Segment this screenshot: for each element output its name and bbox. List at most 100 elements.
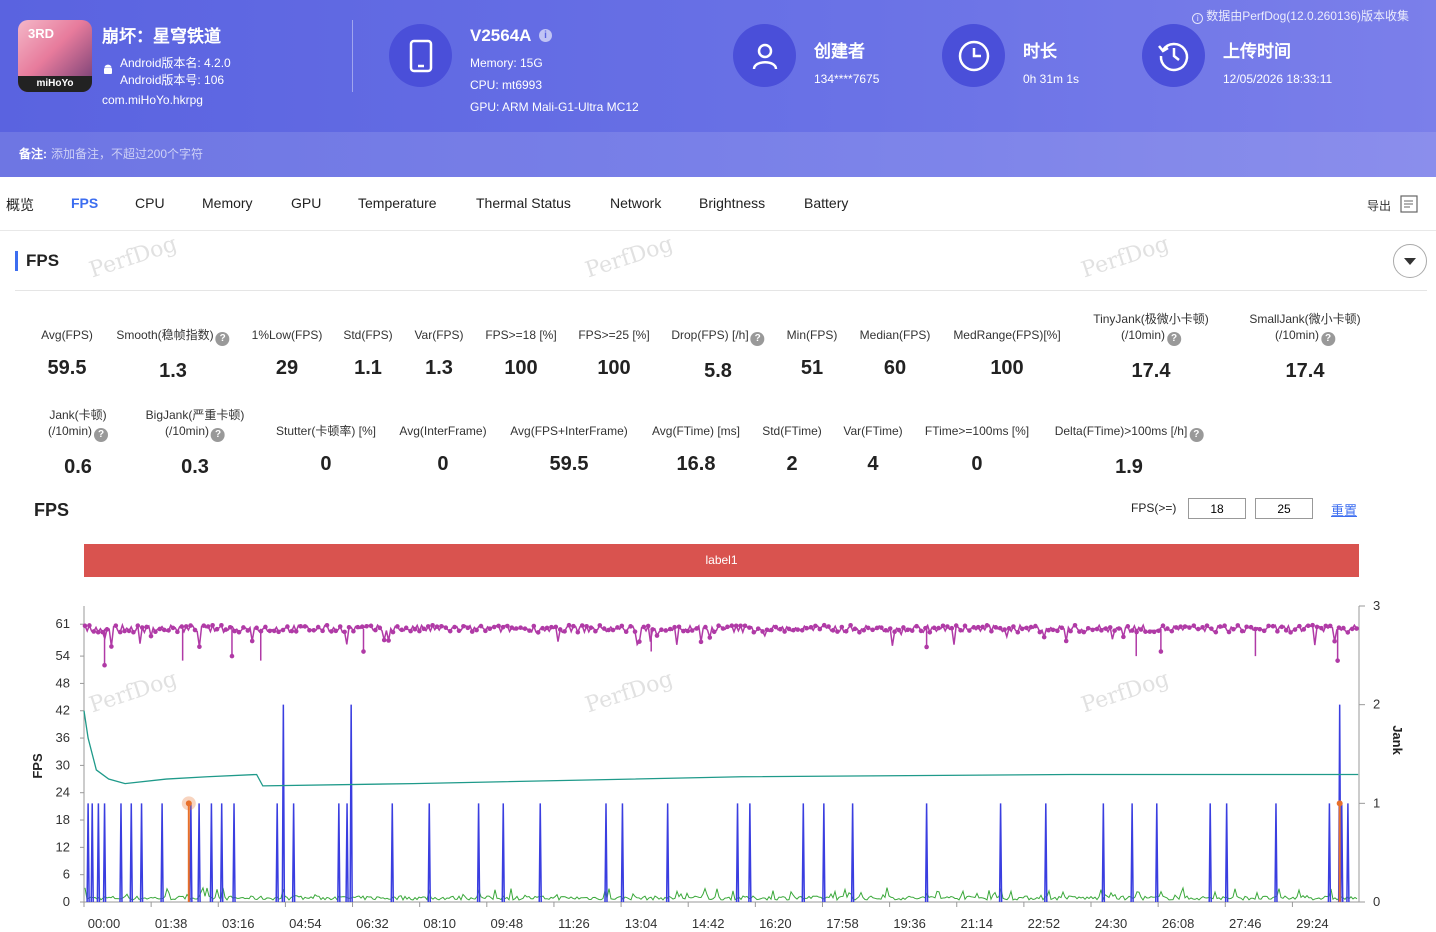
- fps-point: [755, 626, 761, 631]
- fps-point: [817, 626, 823, 632]
- tab-network[interactable]: Network: [610, 195, 662, 211]
- y2-tick-label: 1: [1373, 795, 1380, 810]
- fps-point: [197, 644, 202, 650]
- fps-point: [175, 629, 180, 635]
- fps-point: [676, 624, 682, 630]
- fps-point: [263, 624, 268, 630]
- fps-threshold-low-input[interactable]: [1188, 498, 1246, 519]
- fps-point: [487, 626, 493, 631]
- metric-label: Median(FPS): [860, 327, 931, 343]
- help-icon[interactable]: ?: [1321, 332, 1336, 346]
- help-icon[interactable]: ?: [750, 332, 765, 346]
- metric-metrics_row2-0: Jank(卡顿) (/10min)? 0.6: [48, 407, 109, 479]
- tab-thermal-status[interactable]: Thermal Status: [476, 195, 571, 211]
- reset-button[interactable]: 重置: [1331, 503, 1358, 518]
- metric-metrics_row2-4: Avg(FPS+InterFrame) 59.5: [510, 423, 627, 476]
- help-icon[interactable]: ?: [1189, 428, 1204, 442]
- metric-label-text: Jank(卡顿): [49, 408, 107, 422]
- metric-value: 17.4: [1131, 360, 1171, 382]
- export-button[interactable]: 导出: [1366, 199, 1391, 213]
- remark-input[interactable]: 添加备注，不超过200个字符: [51, 147, 204, 161]
- fps-point: [1270, 623, 1276, 629]
- fps-point: [1314, 624, 1320, 630]
- fps-point: [764, 627, 770, 633]
- fps-point: [307, 627, 312, 633]
- fps-point: [628, 624, 633, 629]
- fps-point: [1354, 626, 1359, 631]
- jank-spike: [86, 803, 90, 903]
- tab-temperature[interactable]: Temperature: [358, 195, 437, 211]
- x-tick-label: 19:36: [893, 916, 926, 931]
- jank-spike: [1208, 803, 1212, 903]
- fps-point: [1002, 627, 1007, 632]
- tab-overview[interactable]: 概览: [6, 197, 34, 213]
- fps-point: [1033, 623, 1038, 629]
- fps-point: [403, 625, 409, 631]
- fps-point: [1125, 624, 1131, 629]
- fps-point: [949, 625, 955, 631]
- tab-battery[interactable]: Battery: [804, 195, 849, 211]
- package-name: com.miHoYo.hkrpg: [102, 93, 203, 107]
- fps-point: [535, 630, 541, 635]
- fps-point: [1050, 627, 1056, 633]
- jank-spike: [538, 803, 542, 903]
- info-icon[interactable]: i: [539, 29, 552, 42]
- help-icon[interactable]: ?: [211, 428, 225, 442]
- jank-spike: [665, 803, 670, 903]
- x-tick-label: 09:48: [491, 916, 524, 931]
- fps-point: [1244, 624, 1249, 630]
- jank-spike: [850, 803, 855, 903]
- fps-point: [505, 623, 510, 629]
- tab-cpu[interactable]: CPU: [135, 195, 165, 211]
- jank-spike: [291, 803, 296, 903]
- fps-point: [293, 629, 299, 634]
- fps-point: [408, 628, 413, 634]
- duration-value: 0h 31m 1s: [1023, 72, 1080, 86]
- tab-memory[interactable]: Memory: [202, 195, 253, 211]
- metric-metrics_row2-7: Var(FTime) 4: [843, 423, 902, 476]
- tab-brightness[interactable]: Brightness: [699, 195, 766, 211]
- help-icon[interactable]: ?: [215, 332, 230, 346]
- fps-point: [747, 625, 752, 630]
- jank-spike: [1130, 803, 1134, 903]
- metric-label-text: Delta(FTime)>100ms [/h]: [1054, 424, 1188, 438]
- jank-spike: [390, 803, 395, 903]
- fps-point: [447, 628, 453, 634]
- fps-point: [707, 635, 713, 640]
- jank-spike: [748, 803, 752, 903]
- help-icon[interactable]: ?: [94, 428, 109, 442]
- fps-point: [808, 624, 814, 630]
- metric-metrics_row2-8: FTime>=100ms [%] 0: [925, 423, 1029, 476]
- collapse-button[interactable]: [1393, 244, 1427, 278]
- help-icon[interactable]: ?: [1167, 332, 1182, 346]
- fps-point: [183, 624, 189, 629]
- fps-point: [1063, 638, 1069, 644]
- jank-spike: [501, 803, 505, 903]
- fps-point: [1336, 625, 1342, 630]
- fps-point: [786, 626, 792, 632]
- metric-metrics_row2-6: Std(FTime) 2: [762, 423, 822, 476]
- fps-point: [298, 623, 303, 629]
- fps-point: [223, 627, 229, 632]
- tab-fps[interactable]: FPS: [71, 195, 99, 211]
- fps-point: [593, 628, 598, 634]
- metric-value: 5.8: [704, 360, 732, 382]
- metric-value: 1.1: [354, 357, 382, 379]
- label-band[interactable]: label1: [84, 544, 1359, 577]
- remark-bar[interactable]: 备注: 添加备注，不超过200个字符: [0, 132, 1436, 177]
- fps-point: [597, 623, 603, 628]
- y-tick-label: 24: [56, 785, 70, 800]
- fps-point: [1024, 625, 1029, 631]
- fps-point: [975, 624, 981, 630]
- fps-point: [478, 623, 484, 629]
- fps-threshold-high-input[interactable]: [1255, 498, 1313, 519]
- fps-point: [1327, 623, 1333, 629]
- fps-point: [883, 627, 889, 633]
- fps-point: [355, 624, 361, 630]
- tab-gpu[interactable]: GPU: [291, 195, 322, 211]
- fps-point: [1332, 638, 1337, 644]
- export-icon[interactable]: [1400, 195, 1420, 213]
- fps-point: [1335, 658, 1340, 663]
- jank-spike: [102, 803, 107, 903]
